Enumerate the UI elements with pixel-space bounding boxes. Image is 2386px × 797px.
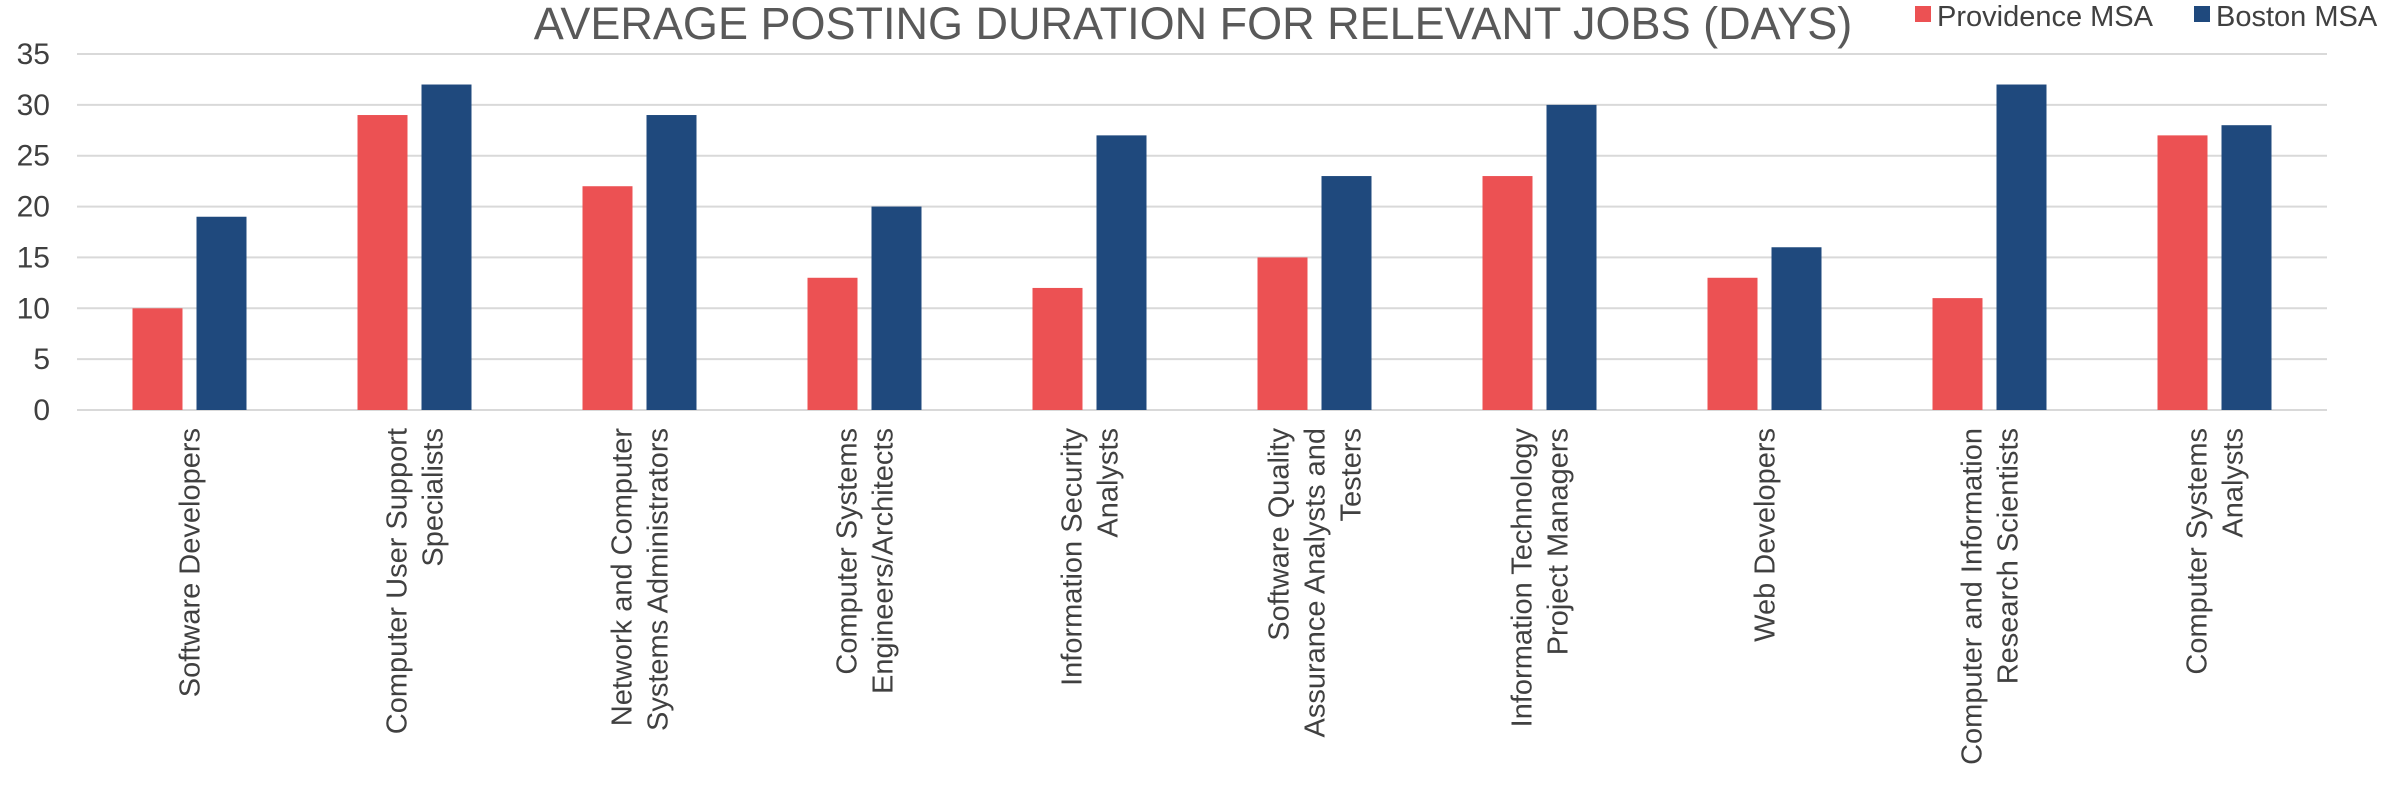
y-tick-label: 5 (33, 343, 50, 376)
x-tick-label-text: Software Developers (175, 428, 207, 697)
bar-providence (807, 277, 858, 410)
x-tick-label: Information Technology Project Managers (1507, 428, 1575, 728)
bar-providence (1482, 176, 1533, 410)
legend-swatch-boston (2194, 6, 2210, 22)
gridlines (77, 53, 2327, 411)
x-tick-label-line: Analysts (1093, 428, 1125, 538)
x-axis: Software Developers Computer User Support… (175, 428, 2250, 765)
legend-label-boston: Boston MSA (2216, 1, 2378, 33)
x-tick-label-text: Computer User Support Specialists (382, 428, 450, 734)
y-tick-label: 30 (17, 89, 50, 122)
x-tick-label-line: Testers (1336, 428, 1368, 521)
legend-swatch-providence (1915, 6, 1931, 22)
x-tick-label-line: Web Developers (1750, 428, 1782, 642)
bar-boston (871, 206, 922, 410)
bar-providence (582, 186, 633, 410)
bar-boston (1096, 135, 1147, 410)
x-tick-label-text: Computer and Information Research Scienti… (1957, 428, 2025, 765)
bar-boston (1771, 247, 1822, 410)
bar-boston (1546, 104, 1597, 410)
x-tick-label-line: Computer and Information (1957, 428, 1989, 765)
bar-providence (357, 115, 408, 411)
x-tick-label-line: Software Quality (1264, 428, 1296, 641)
y-tick-label: 35 (17, 38, 50, 71)
x-tick-label-line: Specialists (418, 428, 450, 567)
x-tick-label: Computer Systems Engineers/Architects (832, 428, 900, 694)
x-tick-label-line: Engineers/Architects (868, 428, 900, 694)
x-tick-label-line: Information Security (1057, 428, 1089, 686)
bar-boston (1321, 176, 1372, 410)
x-tick-label: Network and Computer Systems Administrato… (607, 428, 675, 731)
y-tick-label: 25 (17, 140, 50, 173)
x-tick-label-line: Software Developers (175, 428, 207, 697)
bar-boston (196, 216, 247, 410)
x-tick-label-line: Research Scientists (1993, 428, 2025, 684)
x-tick-label-line: Systems Administrators (643, 428, 675, 731)
y-tick-label: 0 (33, 394, 50, 427)
y-tick-label: 15 (17, 241, 50, 274)
legend: Providence MSA Boston MSA (1915, 1, 2378, 33)
x-tick-label-line: Analysts (2218, 428, 2250, 538)
bar-boston (646, 115, 697, 411)
x-tick-label: Software Quality Assurance Analysts and Te… (1264, 428, 1368, 738)
x-tick-label-line: Information Technology (1507, 428, 1539, 728)
x-tick-label-text: Software Quality Assurance Analysts and Te… (1264, 428, 1368, 738)
bar-providence (2157, 135, 2208, 410)
x-tick-label: Computer User Support Specialists (382, 428, 450, 734)
x-tick-label-line: Computer Systems (832, 428, 864, 675)
bars (132, 84, 2272, 411)
x-tick-label-line: Project Managers (1543, 428, 1575, 655)
bar-boston (2221, 125, 2272, 410)
x-tick-label: Information Security Analysts (1057, 428, 1125, 686)
x-tick-label: Software Developers (175, 428, 207, 697)
x-tick-label-text: Web Developers (1750, 428, 1782, 642)
bar-providence (132, 308, 183, 410)
x-tick-label-text: Network and Computer Systems Administrato… (607, 428, 675, 731)
legend-label-providence: Providence MSA (1937, 1, 2154, 33)
x-tick-label-line: Network and Computer (607, 428, 639, 727)
bar-boston (421, 84, 472, 410)
y-tick-label: 20 (17, 191, 50, 224)
x-tick-label: Web Developers (1750, 428, 1782, 642)
y-axis: 0 5 10 15 20 25 30 35 (17, 38, 50, 427)
x-tick-label: Computer and Information Research Scienti… (1957, 428, 2025, 765)
x-tick-label-line: Computer Systems (2182, 428, 2214, 675)
x-tick-label-text: Computer Systems Analysts (2182, 428, 2250, 675)
chart-title: AVERAGE POSTING DURATION FOR RELEVANT JO… (534, 0, 1853, 49)
x-tick-label-text: Information Technology Project Managers (1507, 428, 1575, 728)
bar-providence (1932, 298, 1983, 410)
bar-boston (1996, 84, 2047, 410)
bar-providence (1707, 277, 1758, 410)
x-tick-label-text: Information Security Analysts (1057, 428, 1125, 686)
bar-providence (1032, 287, 1083, 410)
y-tick-label: 10 (17, 292, 50, 325)
x-tick-label-line: Computer User Support (382, 428, 414, 734)
bar-providence (1257, 257, 1308, 410)
x-tick-label-line: Assurance Analysts and (1300, 428, 1332, 738)
x-tick-label-text: Computer Systems Engineers/Architects (832, 428, 900, 694)
x-tick-label: Computer Systems Analysts (2182, 428, 2250, 675)
